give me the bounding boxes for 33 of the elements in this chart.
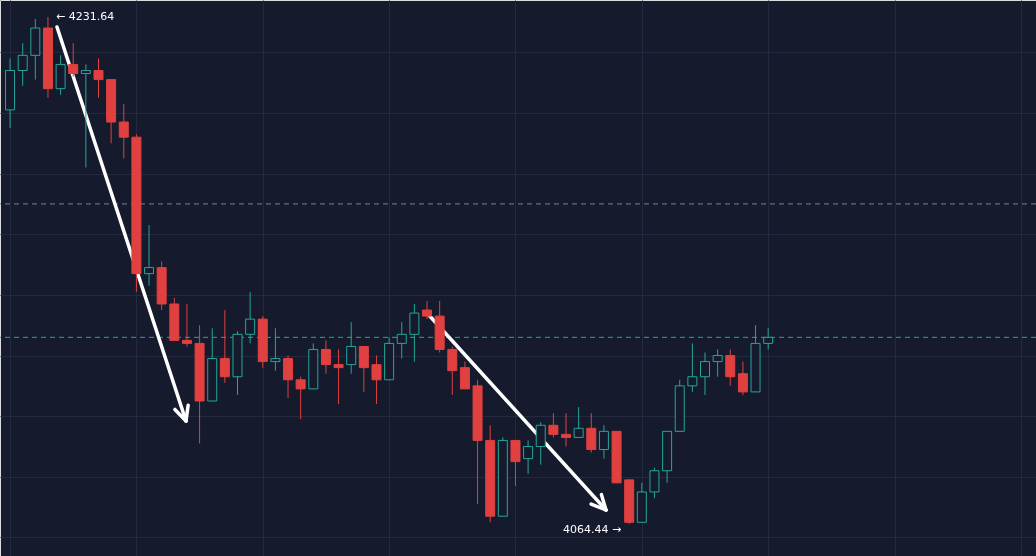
candlestick: [725, 348, 736, 387]
annotation: ← 4231.64: [55, 10, 115, 23]
candlestick: [283, 355, 294, 399]
candlestick: [700, 351, 710, 396]
candlestick: [447, 345, 458, 396]
candlestick: [422, 300, 433, 320]
candlestick: [561, 412, 572, 447]
candlestick: [712, 348, 723, 378]
annotation: 4064.44 →: [562, 523, 622, 536]
candlestick: [649, 467, 660, 499]
candlestick: [737, 361, 748, 396]
candlestick: [687, 342, 698, 393]
candlestick: [535, 421, 546, 466]
candlestick: [118, 103, 129, 159]
candlestick: [371, 355, 382, 405]
candlestick: [80, 63, 91, 169]
candlestick: [510, 439, 521, 487]
candlestick: [573, 406, 584, 438]
candlestick: [144, 224, 155, 287]
candlestick: [333, 348, 344, 405]
candlestick: [181, 303, 192, 347]
candlestick: [548, 412, 559, 438]
candlestick: [523, 439, 534, 475]
candlestick: [598, 424, 609, 460]
candlestick: [93, 57, 104, 99]
candlestick: [17, 42, 28, 87]
candlestick: [68, 42, 79, 78]
candlestick: [295, 376, 306, 420]
candlestick: [459, 361, 470, 390]
candlestick: [219, 309, 230, 384]
candlestick: [358, 345, 369, 393]
candlestick: [320, 339, 331, 375]
candlestick: [586, 412, 597, 454]
